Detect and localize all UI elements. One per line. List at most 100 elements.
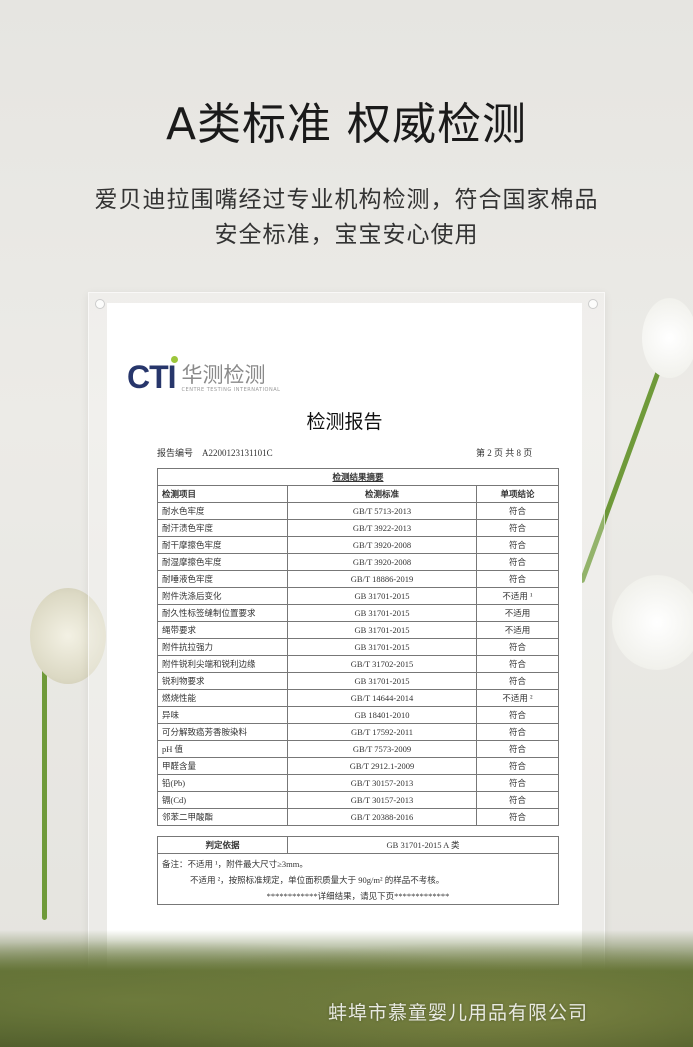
summary-title: 检测结果摘要	[157, 468, 559, 486]
subtitle-line-1: 爱贝迪拉围嘴经过专业机构检测，符合国家棉品	[94, 187, 599, 213]
subtitle-line-2: 安全标准，宝宝安心使用	[214, 222, 479, 248]
page-title: A类标准 权威检测	[165, 99, 528, 150]
test-result: 不适用	[476, 621, 559, 639]
table-row: 耐唾液色牢度 GB/T 18886-2019 符合	[157, 570, 559, 588]
test-item: 附件洗涤后变化	[157, 587, 288, 605]
table-row: 甲醛含量 GB/T 2912.1-2009 符合	[157, 757, 559, 775]
flower-bud	[642, 298, 693, 378]
test-result: 符合	[476, 519, 559, 537]
test-item: 附件锐利尖端和锐利边缘	[157, 655, 288, 673]
note-2: 不适用 ²，按照标准规定，单位面积质量大于 90g/m² 的样品不考核。	[190, 875, 445, 885]
note-1: 备注：不适用 ¹，附件最大尺寸≥3mm。	[162, 859, 308, 869]
test-standard: GB 31701-2015	[287, 604, 477, 622]
test-item: 邻苯二甲酸酯	[157, 808, 288, 826]
table-row: 附件洗涤后变化 GB 31701-2015 不适用 ¹	[157, 587, 559, 605]
test-result: 符合	[476, 553, 559, 571]
test-standard: GB/T 7573-2009	[287, 740, 477, 758]
flower-stem	[42, 650, 47, 920]
table-row: 耐汗渍色牢度 GB/T 3922-2013 符合	[157, 519, 559, 537]
table-row: 耐湿摩擦色牢度 GB/T 3920-2008 符合	[157, 553, 559, 571]
table-row: 铅(Pb) GB/T 30157-2013 符合	[157, 774, 559, 792]
test-standard: GB/T 14644-2014	[287, 689, 477, 707]
table-row: 附件抗拉强力 GB 31701-2015 符合	[157, 638, 559, 656]
test-standard: GB/T 30157-2013	[287, 774, 477, 792]
test-result: 符合	[476, 706, 559, 724]
table-row: 耐干摩擦色牢度 GB/T 3920-2008 符合	[157, 536, 559, 554]
test-item: pH 值	[157, 740, 288, 758]
table-row: 异味 GB 18401-2010 符合	[157, 706, 559, 724]
test-item: 附件抗拉强力	[157, 638, 288, 656]
basis-label: 判定依据	[157, 836, 288, 854]
table-row: pH 值 GB/T 7573-2009 符合	[157, 740, 559, 758]
test-result: 不适用 ¹	[476, 587, 559, 605]
basis-table: 判定依据 GB 31701-2015 A 类 备注：不适用 ¹，附件最大尺寸≥3…	[157, 836, 559, 905]
test-item: 耐湿摩擦色牢度	[157, 553, 288, 571]
test-result: 符合	[476, 740, 559, 758]
table-row: 可分解致癌芳香胺染料 GB/T 17592-2011 符合	[157, 723, 559, 741]
table-row: 附件锐利尖端和锐利边缘 GB/T 31702-2015 符合	[157, 655, 559, 673]
test-standard: GB/T 17592-2011	[287, 723, 477, 741]
test-standard: GB/T 31702-2015	[287, 655, 477, 673]
table-row: 绳带要求 GB 31701-2015 不适用	[157, 621, 559, 639]
test-item: 铅(Pb)	[157, 774, 288, 792]
cti-logo: CTI 华测检测 CENTRE TESTING INTERNATIONAL	[127, 356, 280, 394]
test-result: 不适用	[476, 604, 559, 622]
test-standard: GB/T 3920-2008	[287, 553, 477, 571]
table-row: 邻苯二甲酸酯 GB/T 20388-2016 符合	[157, 808, 559, 826]
table-row: 镉(Cd) GB/T 30157-2013 符合	[157, 791, 559, 809]
test-result: 符合	[476, 774, 559, 792]
test-item: 锐利物要求	[157, 672, 288, 690]
test-item: 镉(Cd)	[157, 791, 288, 809]
test-result: 不适用 ²	[476, 689, 559, 707]
test-result: 符合	[476, 757, 559, 775]
column-header: 检测标准	[287, 485, 477, 503]
test-item: 甲醛含量	[157, 757, 288, 775]
column-header: 单项结论	[476, 485, 559, 503]
test-standard: GB 18401-2010	[287, 706, 477, 724]
flower-right	[612, 575, 693, 670]
test-standard: GB/T 3922-2013	[287, 519, 477, 537]
report-number: 报告编号 A2200123131101C	[157, 448, 273, 458]
results-table: 检测结果摘要 检测项目 检测标准 单项结论 耐水色牢度 GB/T 5713-201…	[157, 468, 559, 826]
test-standard: GB/T 3920-2008	[287, 536, 477, 554]
moss-foreground	[0, 930, 693, 1047]
test-item: 燃烧性能	[157, 689, 288, 707]
test-result: 符合	[476, 791, 559, 809]
frame-pin	[95, 299, 105, 309]
test-item: 耐唾液色牢度	[157, 570, 288, 588]
note-3: ************详细结果，请见下页*************	[266, 891, 450, 901]
report-title: 检测报告	[306, 411, 383, 433]
watermark: 蚌埠市慕童婴儿用品有限公司	[328, 1002, 589, 1024]
test-standard: GB 31701-2015	[287, 638, 477, 656]
test-standard: GB/T 30157-2013	[287, 791, 477, 809]
test-item: 异味	[157, 706, 288, 724]
table-row: 耐水色牢度 GB/T 5713-2013 符合	[157, 502, 559, 520]
test-result: 符合	[476, 536, 559, 554]
table-row: 锐利物要求 GB 31701-2015 符合	[157, 672, 559, 690]
test-standard: GB 31701-2015	[287, 587, 477, 605]
basis-value: GB 31701-2015 A 类	[287, 836, 559, 854]
test-standard: GB/T 2912.1-2009	[287, 757, 477, 775]
test-item: 绳带要求	[157, 621, 288, 639]
test-item: 可分解致癌芳香胺染料	[157, 723, 288, 741]
page-indicator: 第 2 页 共 8 页	[476, 448, 533, 458]
test-item: 耐汗渍色牢度	[157, 519, 288, 537]
test-result: 符合	[476, 808, 559, 826]
test-standard: GB 31701-2015	[287, 672, 477, 690]
table-row: 耐久性标签缝制位置要求 GB 31701-2015 不适用	[157, 604, 559, 622]
test-item: 耐水色牢度	[157, 502, 288, 520]
frame-pin	[588, 299, 598, 309]
test-standard: GB/T 20388-2016	[287, 808, 477, 826]
test-item: 耐久性标签缝制位置要求	[157, 604, 288, 622]
test-result: 符合	[476, 570, 559, 588]
test-standard: GB/T 5713-2013	[287, 502, 477, 520]
test-item: 耐干摩擦色牢度	[157, 536, 288, 554]
test-result: 符合	[476, 502, 559, 520]
test-result: 符合	[476, 723, 559, 741]
test-result: 符合	[476, 655, 559, 673]
test-result: 符合	[476, 638, 559, 656]
test-standard: GB/T 18886-2019	[287, 570, 477, 588]
test-result: 符合	[476, 672, 559, 690]
flower-left	[30, 588, 106, 684]
table-row: 燃烧性能 GB/T 14644-2014 不适用 ²	[157, 689, 559, 707]
